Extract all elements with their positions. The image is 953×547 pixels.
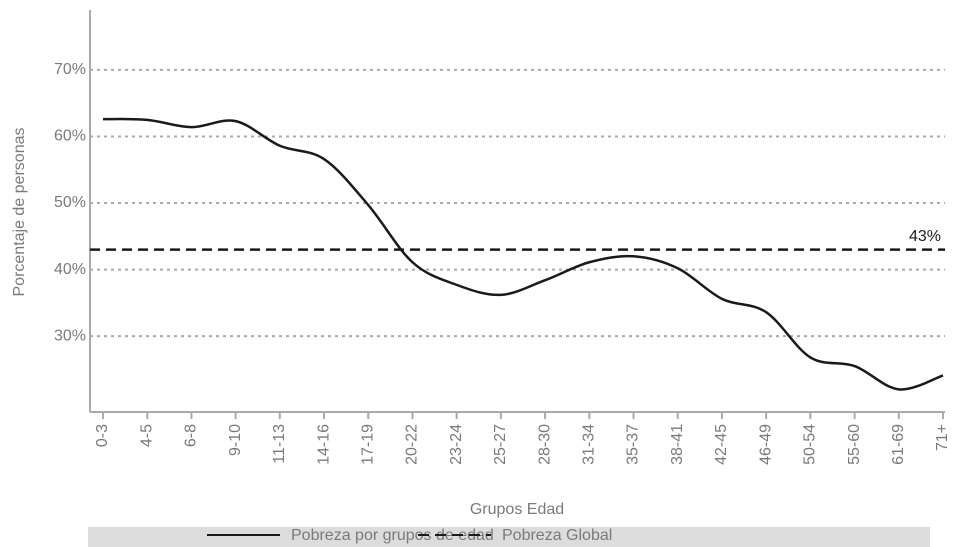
x-tick-label: 17-19 xyxy=(359,424,376,465)
x-tick-label: 23-24 xyxy=(448,424,465,465)
x-tick-label: 11-13 xyxy=(271,424,288,464)
x-tick-label: 61-69 xyxy=(890,424,907,465)
x-tick-label: 38-41 xyxy=(669,424,686,465)
x-tick-label: 9-10 xyxy=(227,424,244,456)
x-tick-label: 4-5 xyxy=(138,424,155,447)
y-tick-label: 50% xyxy=(54,194,86,211)
reference-label: 43% xyxy=(909,228,941,245)
y-tick-label: 70% xyxy=(54,61,86,78)
x-tick-label: 71+ xyxy=(934,424,951,451)
x-tick-label: 55-60 xyxy=(846,424,863,465)
x-tick-label: 42-45 xyxy=(713,424,730,465)
y-tick-label: 40% xyxy=(54,261,86,278)
x-tick-label: 31-34 xyxy=(581,424,598,465)
x-tick-label: 20-22 xyxy=(404,424,421,465)
x-tick-label: 14-16 xyxy=(315,424,332,465)
y-axis-label: Porcentaje de personas xyxy=(11,128,28,297)
x-tick-label: 50-54 xyxy=(802,424,819,465)
legend-label: Pobreza Global xyxy=(502,527,612,544)
x-tick-label: 46-49 xyxy=(757,424,774,465)
x-tick-label: 6-8 xyxy=(183,424,200,447)
y-tick-label: 30% xyxy=(54,327,86,344)
x-tick-label: 0-3 xyxy=(94,424,111,447)
x-tick-label: 25-27 xyxy=(492,424,509,465)
y-tick-label: 60% xyxy=(54,128,86,145)
x-axis-label: Grupos Edad xyxy=(470,501,564,518)
data-line xyxy=(102,117,944,391)
x-tick-label: 28-30 xyxy=(536,424,553,465)
x-tick-label: 35-37 xyxy=(625,424,642,465)
legend-label: Pobreza por grupos de edad xyxy=(291,527,494,544)
legend-box xyxy=(88,527,930,547)
